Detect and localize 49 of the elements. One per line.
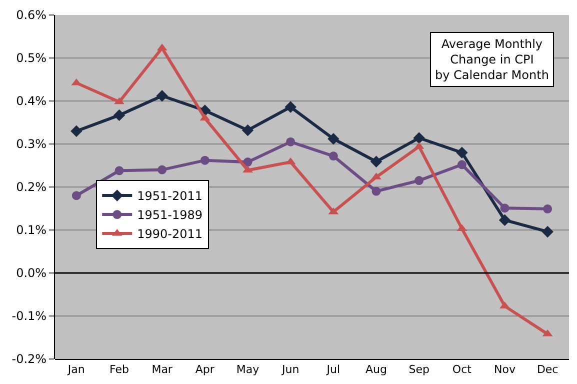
x-tick-label: Jan: [66, 363, 85, 376]
x-tick-label: Sep: [408, 363, 430, 376]
y-tick-label: 0.2%: [16, 180, 47, 194]
x-tick-label: Jul: [326, 363, 340, 376]
point: [70, 125, 82, 137]
point: [542, 226, 554, 238]
y-tick-label: -0.1%: [12, 309, 47, 324]
point: [284, 101, 296, 113]
point: [158, 165, 167, 174]
x-tick-label: Jun: [280, 363, 300, 376]
y-tick-label: 0.5%: [16, 51, 47, 66]
y-tick-label: 0.6%: [16, 8, 47, 22]
x-tick-label: Nov: [494, 363, 516, 376]
point: [200, 156, 210, 165]
text: Average Monthly Change in CPI by Calendar Month: [435, 37, 549, 82]
point: [457, 160, 466, 170]
point: [286, 137, 296, 146]
point: [243, 158, 252, 167]
point: [498, 214, 511, 226]
x-tick-label: Apr: [195, 363, 215, 376]
y-tick-label: 0.0%: [16, 266, 47, 280]
x-tick-label: Mar: [152, 363, 173, 376]
y-tick-label: 0.3%: [16, 137, 47, 152]
y-tick-label: -0.2%: [12, 352, 47, 366]
point: [114, 97, 124, 104]
point: [543, 204, 552, 214]
x-tick-label: Feb: [110, 363, 129, 376]
point: [72, 191, 81, 200]
y-tick-label: 0.1%: [16, 223, 47, 238]
point: [372, 186, 381, 196]
point: [414, 176, 424, 186]
x-tick-label: Oct: [452, 363, 472, 376]
y-tick-label: 0.4%: [16, 94, 47, 108]
point: [242, 124, 254, 136]
point: [328, 132, 340, 145]
point: [370, 156, 382, 168]
point: [413, 132, 425, 144]
point: [500, 204, 510, 213]
x-tick-label: Aug: [366, 363, 387, 376]
point: [156, 90, 168, 102]
legend-label: 1951-2011: [137, 189, 203, 204]
legend-label: 1990-2011: [137, 227, 203, 242]
point: [114, 166, 124, 176]
legend-label: 1951-1989: [137, 208, 203, 222]
point: [328, 152, 338, 161]
x-tick-label: Dec: [536, 363, 558, 376]
x-tick-label: May: [236, 363, 260, 376]
point: [456, 146, 468, 158]
point: [113, 109, 126, 122]
